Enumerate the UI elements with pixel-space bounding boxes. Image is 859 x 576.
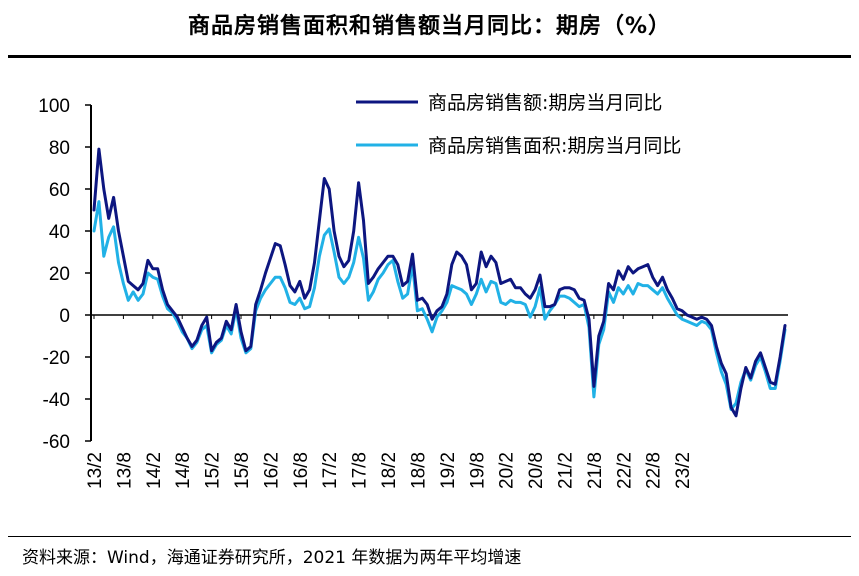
x-tick-label: 22/8 bbox=[644, 452, 665, 489]
x-tick-label: 17/8 bbox=[350, 452, 371, 489]
x-tick-label: 18/8 bbox=[408, 452, 429, 489]
y-tick-label: -40 bbox=[43, 390, 70, 411]
x-tick-label: 20/2 bbox=[497, 452, 518, 489]
x-tick-label: 21/2 bbox=[555, 452, 576, 489]
y-tick-label: 0 bbox=[59, 306, 70, 327]
x-tick-label: 13/2 bbox=[85, 452, 106, 489]
x-tick-label: 13/8 bbox=[114, 452, 135, 489]
legend-label-sales-area: 商品房销售面积:期房当月同比 bbox=[428, 135, 681, 157]
x-tick-label: 15/8 bbox=[232, 452, 253, 489]
x-tick-label: 23/2 bbox=[673, 452, 694, 489]
series-sales-area-line bbox=[92, 200, 787, 411]
x-tick-label: 17/2 bbox=[320, 452, 341, 489]
source-note: 资料来源：Wind，海通证券研究所，2021 年数据为两年平均增速 bbox=[22, 548, 522, 568]
legend-label-sales-amount: 商品房销售额:期房当月同比 bbox=[428, 92, 662, 114]
y-tick-label: 40 bbox=[49, 222, 70, 243]
x-tick-label: 16/8 bbox=[291, 452, 312, 489]
x-tick-label: 21/8 bbox=[585, 452, 606, 489]
y-tick-label: 80 bbox=[49, 138, 70, 159]
x-tick-label: 14/2 bbox=[144, 452, 165, 489]
x-tick-label: 19/2 bbox=[438, 452, 459, 489]
y-tick-label: -60 bbox=[43, 432, 70, 453]
x-tick-label: 22/2 bbox=[614, 452, 635, 489]
y-tick-label: 100 bbox=[38, 96, 70, 117]
x-tick-label: 19/8 bbox=[467, 452, 488, 489]
x-tick-label: 20/8 bbox=[526, 452, 547, 489]
series-layer bbox=[92, 147, 787, 418]
x-tick-label: 15/2 bbox=[203, 452, 224, 489]
y-tick-label: 60 bbox=[49, 180, 70, 201]
page-title: 商品房销售面积和销售额当月同比：期房（%） bbox=[187, 14, 672, 39]
chart: 100 80 60 40 20 0 -20 -40 -60 13/2 13/8 14/2 14/8 15… bbox=[38, 92, 788, 489]
source-rule bbox=[8, 536, 851, 537]
y-axis: 100 80 60 40 20 0 -20 -40 -60 bbox=[38, 96, 92, 453]
x-tick-label: 14/8 bbox=[173, 452, 194, 489]
y-tick-label: 20 bbox=[49, 264, 70, 285]
x-tick-label: 18/2 bbox=[379, 452, 400, 489]
title-rule bbox=[8, 55, 851, 58]
y-tick-label: -20 bbox=[43, 348, 70, 369]
x-tick-label: 16/2 bbox=[261, 452, 282, 489]
series-sales-amount-line bbox=[92, 147, 787, 418]
